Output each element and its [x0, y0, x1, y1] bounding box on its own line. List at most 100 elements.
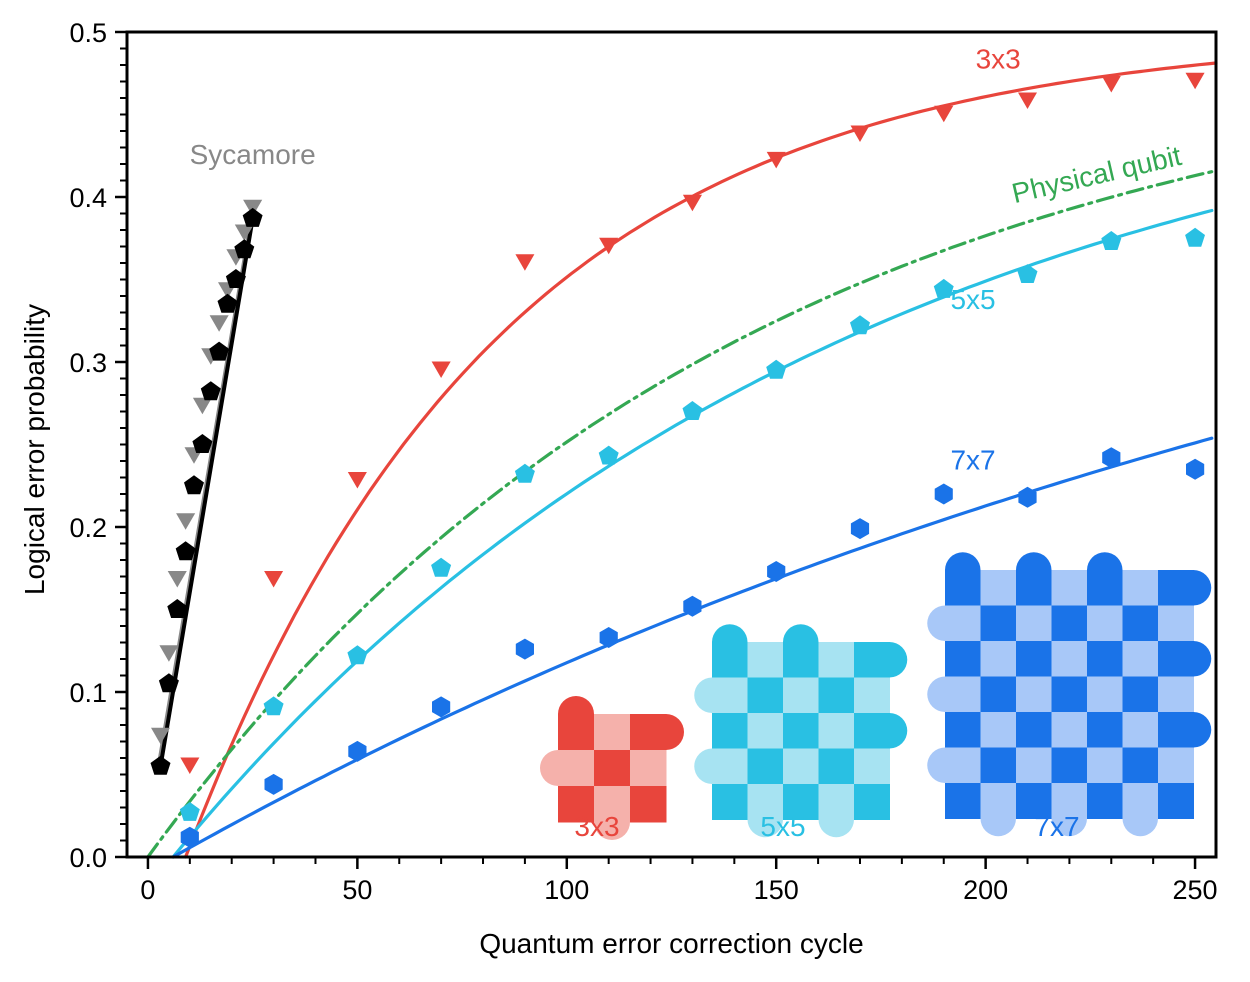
y-tick-label: 0.0 — [69, 843, 107, 873]
inset-label: 5x5 — [760, 811, 805, 842]
qubit-cell — [630, 714, 667, 751]
qubit-cell — [1051, 783, 1088, 819]
y-tick-label: 0.2 — [69, 513, 107, 543]
qubit-cell — [783, 748, 819, 785]
boundary-tab — [889, 642, 908, 678]
qubit-cell — [1087, 747, 1123, 784]
qubit-cell — [945, 676, 981, 713]
boundary-tab — [694, 748, 712, 784]
x-tick-label: 150 — [754, 875, 799, 905]
data-point — [934, 483, 953, 505]
qubit-cell — [1016, 747, 1052, 784]
qubit-cell — [1051, 676, 1088, 713]
data-point — [850, 518, 870, 540]
qubit-cell — [558, 786, 595, 823]
qubit-cell — [1016, 712, 1052, 748]
boundary-tab — [927, 747, 945, 783]
boundary-tab — [980, 818, 1016, 837]
qubit-cell — [854, 677, 890, 714]
qubit-cell — [945, 570, 981, 606]
data-point — [1101, 231, 1122, 250]
data-point — [234, 224, 254, 241]
boundary-tab — [927, 605, 945, 641]
data-point — [431, 557, 452, 577]
data-point — [264, 571, 284, 588]
qubit-cell — [980, 570, 1017, 606]
boundary-tab — [1051, 818, 1087, 837]
series-label: Sycamore — [190, 139, 316, 170]
qubit-cell — [747, 784, 784, 820]
qubit-cell — [712, 713, 748, 749]
data-point — [683, 595, 702, 617]
boundary-tab — [694, 677, 712, 713]
series-label: 7x7 — [950, 444, 995, 475]
data-point — [431, 361, 451, 378]
data-point — [225, 269, 246, 288]
qubit-cell — [945, 747, 981, 784]
data-point — [1017, 264, 1038, 283]
qubit-cell — [1087, 712, 1123, 748]
data-point — [682, 194, 702, 212]
data-point — [682, 401, 703, 420]
qubit-cell — [558, 750, 595, 787]
qubit-cell — [1051, 747, 1088, 784]
inset-5x5: 5x5 — [694, 624, 908, 842]
data-point — [192, 397, 212, 415]
data-point — [150, 755, 171, 775]
fit-curve — [146, 170, 1214, 859]
qubit-cell — [1122, 605, 1159, 642]
boundary-tab — [783, 624, 819, 642]
data-point — [217, 293, 238, 313]
data-point — [264, 773, 283, 795]
qubit-cell — [945, 605, 981, 642]
qubit-cell — [1122, 676, 1159, 713]
data-point — [167, 599, 188, 618]
qubit-cell — [1016, 676, 1052, 713]
qubit-cell — [980, 747, 1017, 784]
x-tick-label: 250 — [1173, 875, 1218, 905]
data-point — [599, 627, 618, 648]
qubit-cell — [945, 712, 981, 748]
data-point — [766, 151, 786, 169]
series-label: 5x5 — [950, 284, 995, 315]
qubit-cell — [1087, 570, 1123, 606]
data-point — [1186, 458, 1205, 480]
data-point — [1185, 72, 1205, 90]
y-axis-title: Logical error probability — [19, 304, 50, 595]
data-point — [159, 645, 179, 662]
qubit-cell — [980, 605, 1017, 642]
y-tick-label: 0.1 — [69, 678, 107, 708]
qubit-cell — [712, 784, 748, 820]
qubit-cell — [747, 713, 784, 749]
data-point — [515, 638, 534, 660]
data-point — [1102, 447, 1121, 469]
qubit-cell — [945, 641, 981, 677]
qubit-cell — [783, 642, 819, 678]
qubit-cell — [1158, 783, 1194, 819]
data-point — [766, 359, 787, 379]
boundary-tab — [1193, 641, 1212, 677]
surface-code-insets: 3x3 5x5 7x7 — [540, 552, 1212, 842]
qubit-cell — [854, 748, 890, 785]
x-tick-label: 100 — [544, 875, 589, 905]
qubit-cell — [1122, 570, 1159, 606]
qubit-cell — [1122, 747, 1159, 784]
boundary-tab — [889, 713, 908, 749]
axes: 0 50 100 150 200 250 0.0 0.1 0.2 0.3 0.4 0.5 — [69, 18, 1217, 905]
qubit-cell — [1016, 783, 1052, 819]
data-point — [234, 239, 255, 259]
data-point — [850, 315, 870, 335]
data-point — [1101, 76, 1121, 93]
boundary-tab — [1087, 552, 1123, 570]
data-point — [1018, 92, 1037, 109]
qubit-cell — [854, 642, 890, 678]
x-tick-label: 50 — [342, 875, 372, 905]
qubit-cell — [1016, 605, 1052, 642]
x-tick-label: 200 — [963, 875, 1008, 905]
inset-label: 7x7 — [1034, 811, 1079, 842]
data-point — [180, 757, 200, 774]
data-point — [175, 541, 196, 561]
data-point — [167, 571, 187, 588]
qubit-cell — [1158, 641, 1194, 677]
